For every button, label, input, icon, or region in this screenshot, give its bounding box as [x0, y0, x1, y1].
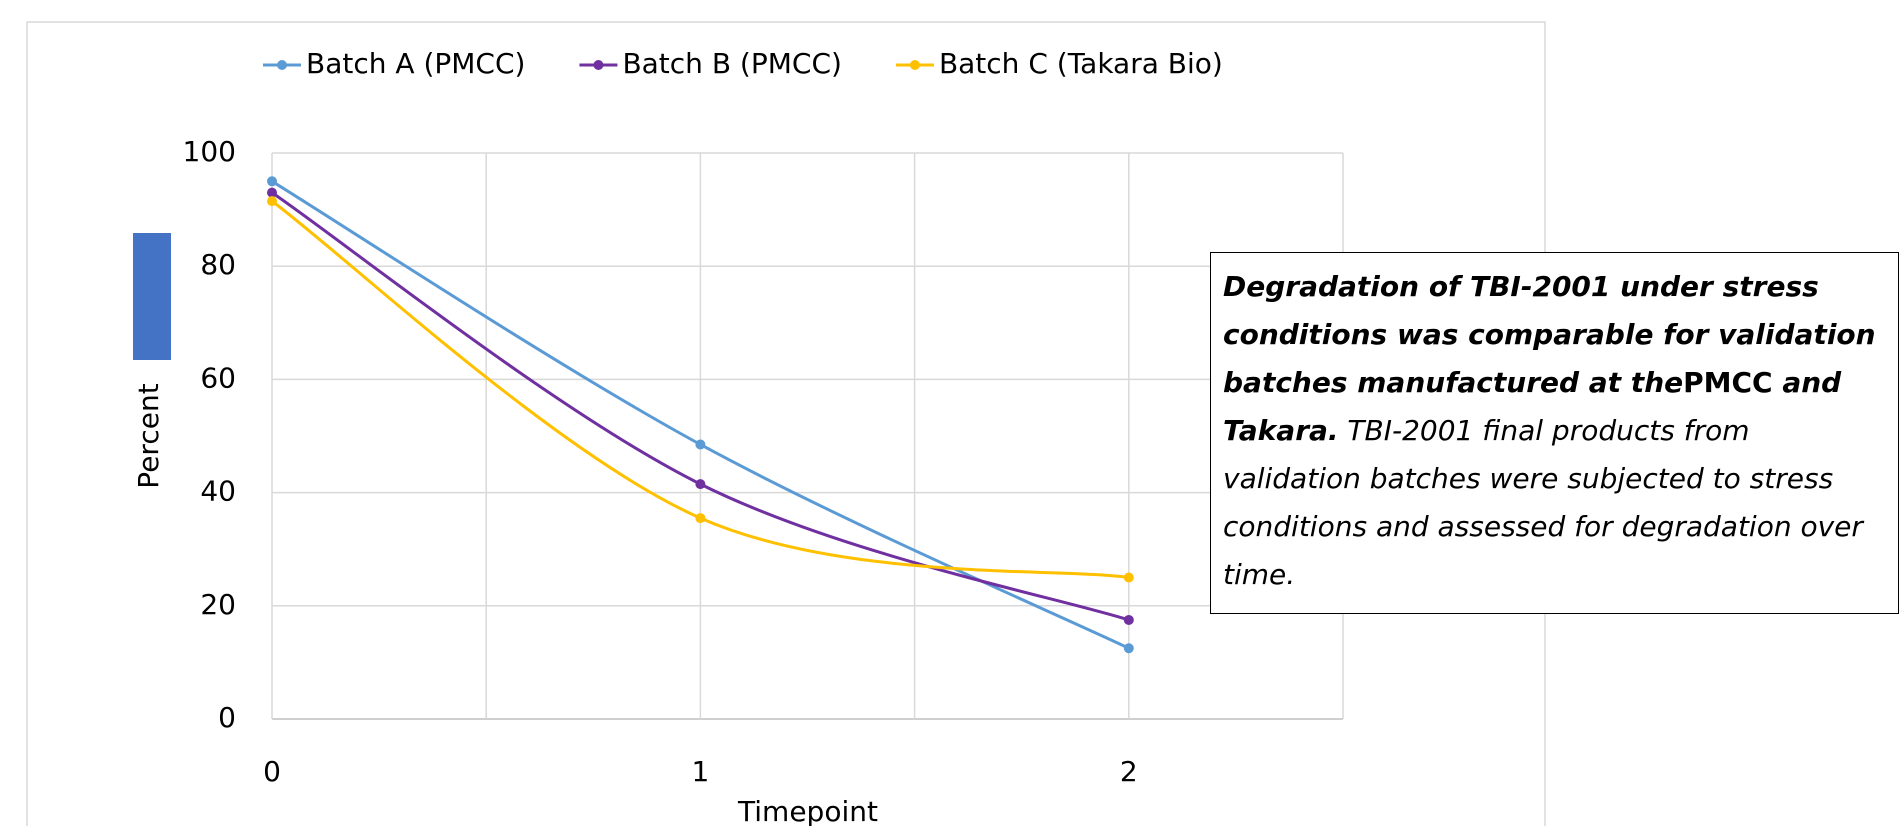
data-point	[267, 196, 277, 207]
y-tick-label: 20	[200, 588, 236, 621]
data-point	[1123, 572, 1134, 583]
data-point	[267, 176, 277, 187]
y-tick-label: 0	[218, 701, 236, 734]
annotation-text: TBI-2001 final products from validation …	[1223, 414, 1863, 591]
legend-label: Batch B (PMCC)	[622, 47, 842, 80]
legend-label: Batch A (PMCC)	[306, 47, 525, 80]
y-tick-label: 100	[183, 135, 236, 168]
y-axis-label: Percent	[132, 383, 165, 488]
data-point	[1123, 614, 1134, 625]
annotation-text: Degradation of TBI-2001 under stress con…	[1223, 270, 1876, 399]
x-tick-label: 1	[691, 755, 709, 788]
data-point	[267, 187, 277, 198]
annotation-text: PMCC	[1683, 366, 1773, 399]
legend-marker	[277, 60, 287, 70]
y-tick-label: 80	[200, 248, 236, 281]
legend-marker	[593, 60, 604, 70]
y-tick-label: 60	[200, 361, 236, 394]
annotation-text: and Takara.	[1223, 366, 1842, 447]
data-point	[1123, 643, 1134, 654]
legend-marker	[909, 60, 920, 70]
data-point	[695, 479, 706, 490]
data-point	[695, 513, 706, 524]
x-axis-label: Timepoint	[737, 795, 878, 826]
annotation-box: Degradation of TBI-2001 under stress con…	[1210, 252, 1899, 614]
data-point	[695, 439, 706, 450]
y-tick-label: 40	[200, 475, 236, 508]
legend-label: Batch C (Takara Bio)	[939, 47, 1223, 80]
x-tick-label: 2	[1120, 755, 1138, 788]
decoration-block	[133, 233, 171, 360]
x-tick-label: 0	[263, 755, 281, 788]
